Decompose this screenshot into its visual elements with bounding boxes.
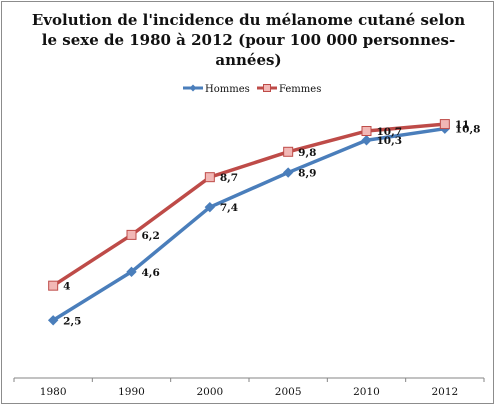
x-tick-label-2005: 2005 <box>275 386 302 398</box>
data-point-femmes-2005 <box>283 146 294 157</box>
data-point-femmes-2000 <box>204 172 215 183</box>
chart-title: Evolution de l'incidence du mélanome cut… <box>0 10 497 70</box>
series-line-femmes <box>52 122 445 288</box>
data-label-hommes-1980: 2,5 <box>63 315 81 327</box>
x-tick-label-2010: 2010 <box>353 386 380 398</box>
data-label-femmes-2005: 9,8 <box>298 147 316 159</box>
data-point-femmes-1990 <box>126 229 137 240</box>
data-label-femmes-2012: 11 <box>455 119 470 131</box>
data-point-hommes-1980 <box>47 315 59 326</box>
data-label-femmes-1990: 6,2 <box>142 230 160 242</box>
data-point-hommes-2005 <box>282 167 294 178</box>
data-label-hommes-1990: 4,6 <box>142 267 160 279</box>
data-label-hommes-2012: 10,8 <box>455 124 481 136</box>
data-label-hommes-2005: 8,9 <box>298 168 316 180</box>
series-line-hommes <box>52 126 446 322</box>
data-point-hommes-1990 <box>126 266 137 278</box>
legend-label-femmes: Femmes <box>279 84 321 95</box>
data-label-hommes-2010: 10,3 <box>377 135 403 147</box>
data-point-hommes-2010 <box>361 135 372 146</box>
x-tick-label-1990: 1990 <box>118 386 145 398</box>
data-point-hommes-2000 <box>204 201 216 213</box>
x-tick-label-2000: 2000 <box>196 386 223 398</box>
x-tick-label-2012: 2012 <box>431 386 458 398</box>
data-point-femmes-2010 <box>361 126 372 137</box>
legend-label-hommes: Hommes <box>205 84 250 95</box>
chart-title-line-1: Evolution de l'incidence du mélanome cut… <box>31 11 466 29</box>
chart-title-line-3: années) <box>215 51 282 69</box>
data-label-femmes-1980: 4 <box>63 281 70 293</box>
data-label-femmes-2010: 10,7 <box>377 126 403 138</box>
legend-marker-hommes <box>189 84 197 92</box>
data-point-femmes-2012 <box>439 119 450 130</box>
x-tick-label-1980: 1980 <box>40 386 67 398</box>
legend-marker-femmes <box>263 84 271 92</box>
data-point-femmes-1980 <box>48 280 59 291</box>
data-label-hommes-2000: 7,4 <box>220 202 238 214</box>
data-label-femmes-2000: 8,7 <box>220 172 238 184</box>
chart-title-line-2: le sexe de 1980 à 2012 (pour 100 000 per… <box>41 31 456 49</box>
